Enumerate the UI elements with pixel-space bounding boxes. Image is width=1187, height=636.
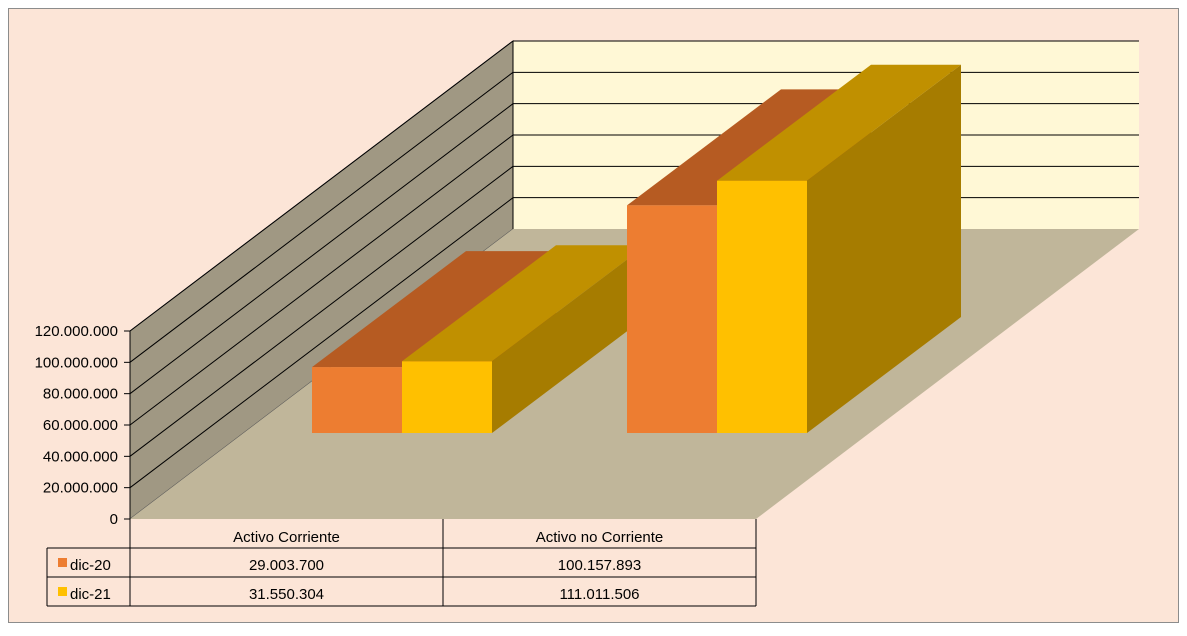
y-tick-label: 40.000.000	[43, 448, 118, 465]
legend-swatch	[58, 587, 67, 596]
bar-front	[717, 180, 807, 433]
data-label: 31.550.304	[249, 586, 324, 603]
data-label: 111.011.506	[559, 586, 639, 603]
gridline-side	[129, 197, 514, 489]
bar-front	[627, 205, 717, 433]
legend-swatch	[58, 558, 67, 567]
category-label: Activo Corriente	[233, 529, 340, 546]
gridline-side	[129, 71, 514, 363]
bar-top	[402, 245, 646, 362]
legend-label: dic-20	[70, 557, 111, 574]
gridline-side	[129, 165, 514, 457]
y-tick-label: 80.000.000	[43, 386, 118, 403]
data-label: 100.157.893	[558, 557, 641, 574]
y-tick-label: 0	[110, 511, 118, 528]
y-tick-label: 60.000.000	[43, 417, 118, 434]
bar-top	[717, 64, 961, 181]
bar-top	[312, 251, 556, 368]
bar-front	[402, 361, 492, 433]
gridline-side	[129, 103, 514, 395]
legend-label: dic-21	[70, 586, 111, 603]
y-tick-label: 20.000.000	[43, 480, 118, 497]
data-label: 29.003.700	[249, 557, 324, 574]
category-label: Activo no Corriente	[536, 529, 664, 546]
bar-front	[312, 367, 402, 433]
bar-side	[492, 245, 646, 433]
bar-side	[807, 64, 961, 434]
y-tick-label: 100.000.000	[35, 354, 118, 371]
gridline-side	[129, 134, 514, 426]
gridline-side	[129, 40, 514, 332]
y-tick-label: 120.000.000	[35, 323, 118, 340]
